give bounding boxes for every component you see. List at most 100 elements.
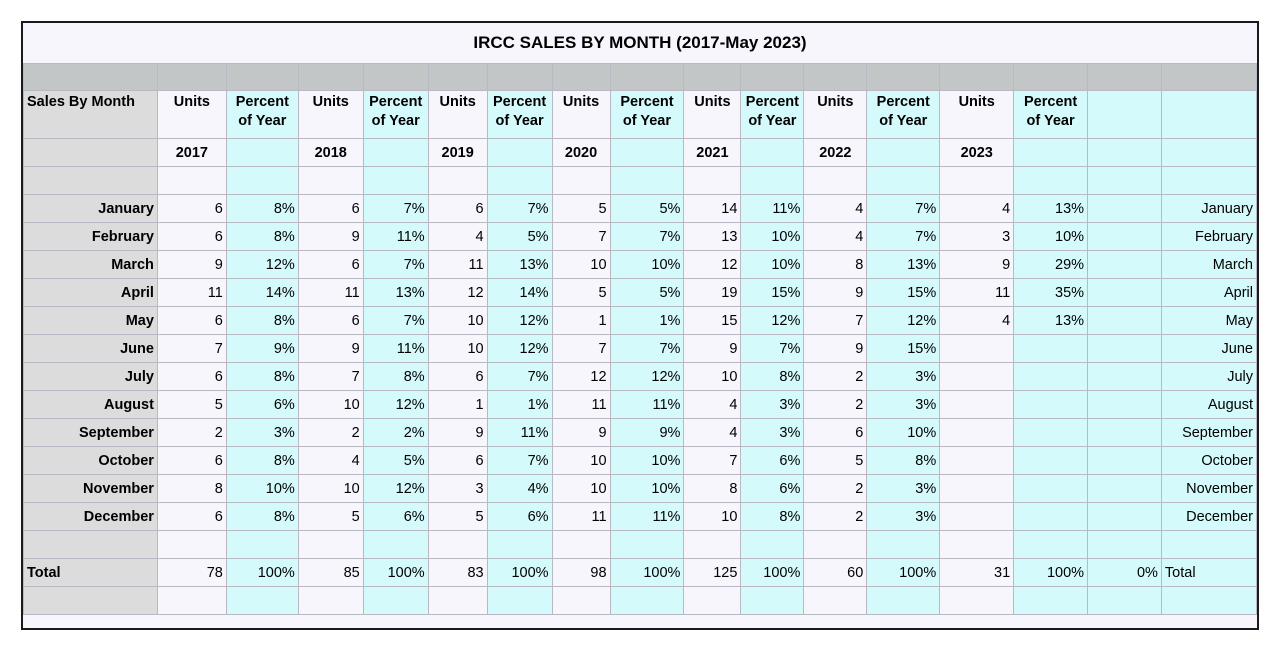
total-units-cell[interactable]: 31 <box>939 558 1015 587</box>
percent-cell[interactable]: 3% <box>866 390 941 419</box>
percent-cell[interactable] <box>1013 474 1089 503</box>
year-label[interactable]: 2018 <box>297 138 364 167</box>
percent-cell[interactable]: 3% <box>740 390 805 419</box>
units-cell[interactable]: 6 <box>427 194 488 223</box>
units-cell[interactable]: 5 <box>551 278 611 307</box>
empty-cell[interactable] <box>1160 166 1258 195</box>
percent-header[interactable]: Percent of Year <box>609 90 685 139</box>
units-cell[interactable]: 6 <box>156 446 227 475</box>
percent-cell[interactable]: 8% <box>362 362 429 391</box>
units-cell[interactable]: 4 <box>683 390 742 419</box>
month-label[interactable]: April <box>23 278 158 307</box>
empty-cell[interactable] <box>683 586 742 615</box>
percent-cell[interactable]: 8% <box>225 502 299 531</box>
units-cell[interactable] <box>939 418 1015 447</box>
year-label[interactable]: 2017 <box>156 138 227 167</box>
empty-cell[interactable] <box>609 166 685 195</box>
units-cell[interactable]: 11 <box>156 278 227 307</box>
empty-cell[interactable] <box>740 166 805 195</box>
empty-cell[interactable] <box>1087 250 1162 279</box>
month-label-right[interactable]: January <box>1160 194 1258 223</box>
gray-cell[interactable] <box>297 63 364 91</box>
units-cell[interactable]: 13 <box>683 222 742 251</box>
percent-cell[interactable]: 1% <box>486 390 553 419</box>
units-cell[interactable]: 4 <box>939 306 1015 335</box>
month-label[interactable]: May <box>23 306 158 335</box>
gray-cell[interactable] <box>486 63 553 91</box>
empty-cell[interactable] <box>1013 586 1089 615</box>
percent-cell[interactable]: 15% <box>866 334 941 363</box>
month-label[interactable]: September <box>23 418 158 447</box>
total-units-cell[interactable]: 78 <box>156 558 227 587</box>
units-cell[interactable] <box>939 474 1015 503</box>
units-cell[interactable]: 15 <box>683 306 742 335</box>
empty-cell[interactable] <box>225 586 299 615</box>
percent-header[interactable]: Percent of Year <box>1013 90 1089 139</box>
percent-cell[interactable]: 10% <box>609 250 685 279</box>
month-label[interactable]: August <box>23 390 158 419</box>
units-cell[interactable]: 10 <box>297 474 364 503</box>
units-cell[interactable]: 10 <box>551 250 611 279</box>
units-cell[interactable]: 10 <box>683 502 742 531</box>
percent-cell[interactable]: 12% <box>486 306 553 335</box>
percent-cell[interactable]: 8% <box>740 502 805 531</box>
percent-cell[interactable]: 7% <box>486 362 553 391</box>
month-label-right[interactable]: August <box>1160 390 1258 419</box>
units-cell[interactable]: 9 <box>427 418 488 447</box>
units-cell[interactable]: 10 <box>427 306 488 335</box>
gray-cell[interactable] <box>427 63 488 91</box>
empty-cell[interactable] <box>427 530 488 559</box>
units-cell[interactable]: 2 <box>803 502 868 531</box>
empty-cell[interactable] <box>939 530 1015 559</box>
empty-cell[interactable] <box>486 530 553 559</box>
percent-cell[interactable]: 3% <box>866 502 941 531</box>
units-cell[interactable]: 4 <box>297 446 364 475</box>
units-cell[interactable]: 5 <box>427 502 488 531</box>
units-cell[interactable]: 6 <box>156 194 227 223</box>
percent-cell[interactable]: 13% <box>866 250 941 279</box>
units-cell[interactable]: 6 <box>297 250 364 279</box>
total-percent-cell[interactable]: 100% <box>362 558 429 587</box>
percent-cell[interactable]: 10% <box>740 222 805 251</box>
percent-cell[interactable]: 8% <box>866 446 941 475</box>
units-cell[interactable]: 11 <box>427 250 488 279</box>
month-label-right[interactable]: December <box>1160 502 1258 531</box>
units-cell[interactable]: 10 <box>551 474 611 503</box>
units-cell[interactable]: 11 <box>551 502 611 531</box>
units-cell[interactable]: 9 <box>803 278 868 307</box>
units-cell[interactable]: 1 <box>427 390 488 419</box>
percent-cell[interactable]: 6% <box>740 446 805 475</box>
percent-cell[interactable]: 13% <box>362 278 429 307</box>
total-units-cell[interactable]: 125 <box>683 558 742 587</box>
month-label[interactable]: June <box>23 334 158 363</box>
units-cell[interactable]: 1 <box>551 306 611 335</box>
units-cell[interactable]: 5 <box>297 502 364 531</box>
percent-cell[interactable]: 12% <box>609 362 685 391</box>
percent-cell[interactable]: 6% <box>486 502 553 531</box>
percent-cell[interactable]: 13% <box>1013 306 1089 335</box>
units-cell[interactable]: 10 <box>427 334 488 363</box>
percent-cell[interactable]: 35% <box>1013 278 1089 307</box>
month-label-right[interactable]: February <box>1160 222 1258 251</box>
units-cell[interactable]: 9 <box>297 334 364 363</box>
percent-cell[interactable]: 13% <box>486 250 553 279</box>
empty-cell[interactable] <box>803 530 868 559</box>
empty-cell[interactable] <box>1087 418 1162 447</box>
units-cell[interactable]: 8 <box>156 474 227 503</box>
percent-cell[interactable] <box>1013 334 1089 363</box>
total-percent-cell[interactable]: 100% <box>740 558 805 587</box>
units-cell[interactable]: 6 <box>156 306 227 335</box>
empty-cell[interactable] <box>551 166 611 195</box>
percent-cell[interactable]: 3% <box>866 362 941 391</box>
gray-cell[interactable] <box>1013 63 1089 91</box>
empty-cell[interactable] <box>939 166 1015 195</box>
units-cell[interactable]: 10 <box>683 362 742 391</box>
empty-cell[interactable] <box>225 166 299 195</box>
units-cell[interactable]: 10 <box>297 390 364 419</box>
row-header-label[interactable]: Sales By Month <box>23 90 158 139</box>
empty-cell[interactable] <box>486 166 553 195</box>
units-cell[interactable]: 7 <box>683 446 742 475</box>
units-cell[interactable] <box>939 334 1015 363</box>
percent-cell[interactable]: 7% <box>609 334 685 363</box>
empty-cell[interactable] <box>156 530 227 559</box>
